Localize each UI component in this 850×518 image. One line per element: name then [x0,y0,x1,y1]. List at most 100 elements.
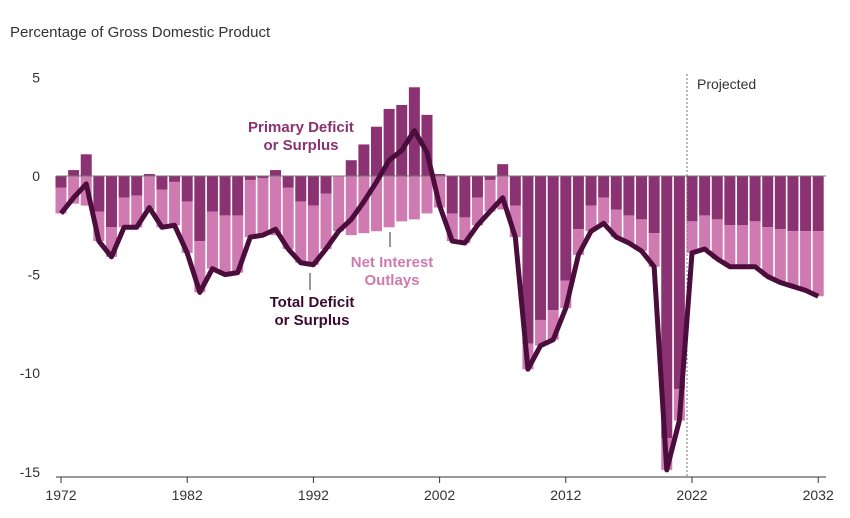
primary-bar [762,176,774,228]
interest-bar [68,176,80,204]
primary-bar [522,176,534,344]
x-tick-label: 1992 [298,487,329,503]
primary-bar [169,176,181,182]
interest-bar [774,229,786,283]
primary-bar [724,176,736,226]
interest-bar [711,219,723,259]
primary-bar [459,176,471,218]
interest-bar [699,215,711,249]
y-tick-label: -15 [20,464,40,480]
interest-bar [105,227,117,257]
primary-bar [383,108,395,176]
primary-bar [446,176,458,214]
interest-bar [812,231,824,297]
interest-bar [345,176,357,236]
primary-bar [68,170,80,176]
interest-bar [383,176,395,228]
primary-bar [497,164,509,176]
primary-bar [585,176,597,206]
primary-bar [219,176,231,216]
interest-bar [648,233,660,267]
interest-bar [724,225,736,267]
primary-bar [598,176,610,198]
primary-bar [232,176,244,216]
primary-bar [244,176,256,180]
interest-bar [459,217,471,244]
interest-bar [93,211,105,242]
interest-bar [131,195,143,228]
total-label-1: Total Deficit [270,294,355,311]
primary-bar [711,176,723,220]
y-tick-label: -10 [20,365,40,381]
interest-bar [787,231,799,287]
primary-bar [55,176,67,188]
x-tick-label: 1972 [45,487,76,503]
interest-bar [396,176,408,222]
projected-label: Projected [697,76,756,92]
primary-bar [206,176,218,212]
primary-bar [345,160,357,176]
primary-bar [749,176,761,222]
primary-bar [320,176,332,194]
interest-bar [547,310,559,340]
interest-bar [598,197,610,224]
primary-bar [661,176,673,439]
interest-bar [244,179,256,238]
interest-bar [206,211,218,269]
primary-bar [295,176,307,202]
interest-bar [320,193,332,249]
primary-bar [156,176,168,190]
primary-bar [282,176,294,188]
primary-bar [131,176,143,196]
primary-bar [143,174,155,176]
primary-label-2: or Surplus [263,137,338,154]
primary-bar [572,176,584,230]
y-axis-label: Percentage of Gross Domestic Product [10,24,271,41]
primary-bar [623,176,635,216]
primary-bar [535,176,547,320]
interest-bar [434,176,446,208]
primary-bar [509,176,521,206]
interest-bar [257,177,269,236]
primary-bar [307,176,319,206]
primary-bar [774,176,786,230]
interest-bar [623,215,635,244]
interest-bar [194,241,206,293]
interest-bar [572,229,584,255]
primary-bar [610,176,622,210]
primary-bar [80,154,92,176]
interest-bar [471,197,483,226]
interest-bar [219,215,231,275]
interest-bar [686,221,698,253]
primary-bar [471,176,483,198]
primary-bar [270,170,282,176]
y-tick-label: -5 [28,267,41,283]
interest-label-2: Outlays [364,272,419,289]
primary-bar [105,176,117,228]
primary-bar [118,176,130,198]
primary-bar [421,114,433,176]
primary-bar [648,176,660,234]
x-tick-label: 2032 [803,487,834,503]
interest-bar [585,205,597,232]
primary-bar [484,176,496,180]
interest-bar [408,176,420,220]
interest-bar [484,179,496,212]
interest-bar [610,209,622,238]
interest-bar [333,176,345,232]
y-tick-label: 0 [32,168,40,184]
x-tick-label: 2012 [550,487,581,503]
interest-bar [749,221,761,267]
primary-bar [181,176,193,202]
primary-bar [636,176,648,220]
x-tick-label: 2002 [424,487,455,503]
interest-bar [282,187,294,249]
primary-bar [257,176,269,178]
interest-bar [55,187,67,214]
interest-bar [232,215,244,273]
primary-bar [194,176,206,242]
interest-bar [118,197,130,228]
primary-bar [371,126,382,176]
interest-bar [497,176,509,210]
